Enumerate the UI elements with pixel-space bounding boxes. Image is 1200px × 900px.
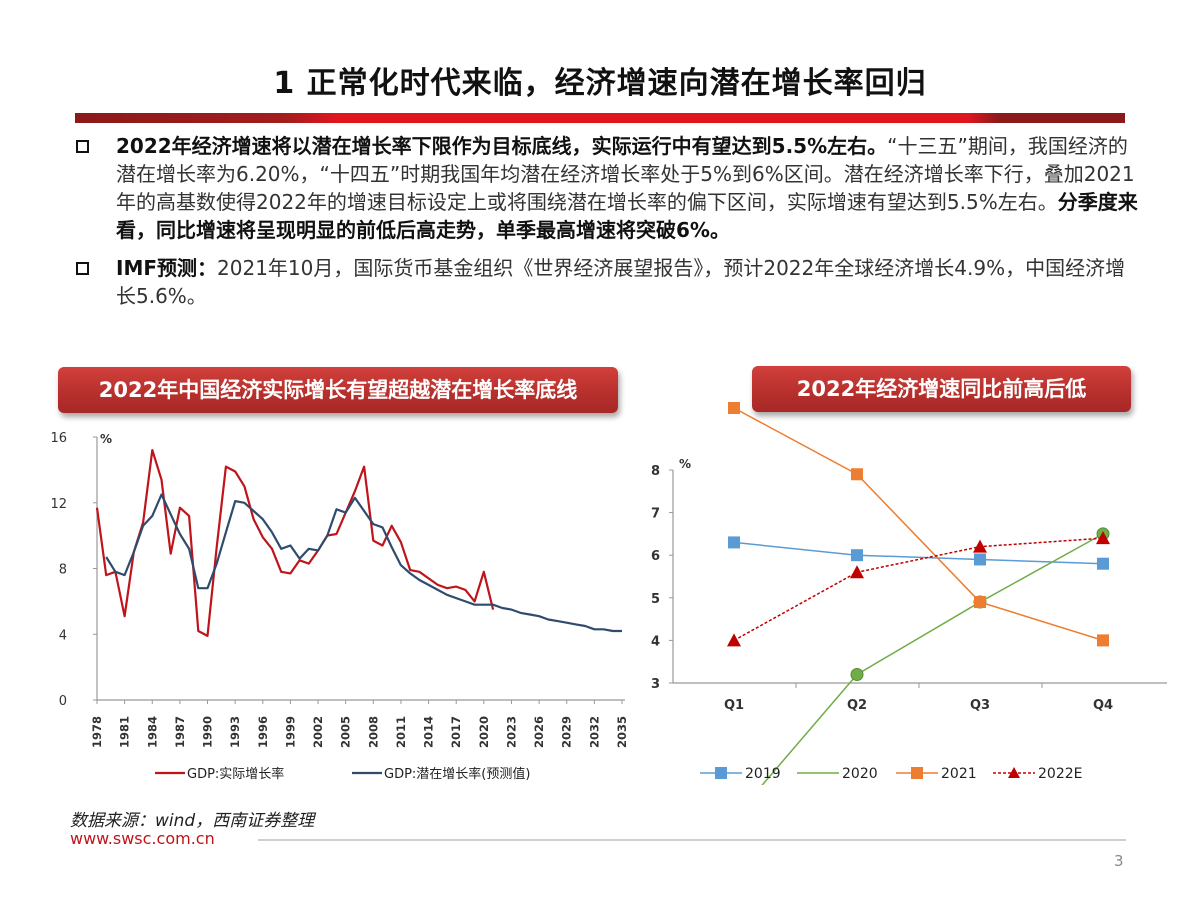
y-tick-label: 7: [651, 507, 660, 522]
y-tick-label: 3: [651, 677, 660, 692]
bullet-body: 2021年10月，国际货币基金组织《世界经济展望报告》，预计2022年全球经济增…: [116, 256, 1126, 308]
y-tick-label: 16: [50, 431, 67, 446]
square-marker-icon: [911, 767, 923, 779]
x-tick-label: 1987: [173, 716, 187, 748]
title-underline-bar: [75, 113, 1125, 123]
square-marker-icon: [851, 549, 863, 562]
bullet-bold-tail: 分季度来看，同比增速将呈现明显的前低后高走势，单季最高增速将突破6%。: [116, 190, 1138, 242]
circle-marker-icon: [850, 667, 864, 681]
square-marker-icon: [851, 468, 863, 481]
x-tick-label: 2017: [449, 716, 463, 748]
x-tick-label: 2014: [422, 716, 436, 748]
x-tick-label: 2032: [587, 716, 601, 748]
square-bullet-icon: [76, 140, 89, 153]
triangle-marker-icon: [850, 565, 864, 579]
y-tick-label: 5: [651, 592, 660, 607]
series-line: [733, 537, 1104, 642]
x-tick-label: 1984: [145, 716, 159, 748]
y-unit-label: %: [679, 457, 691, 471]
square-marker-icon: [728, 402, 740, 414]
x-tick-label: Q4: [1093, 698, 1113, 713]
bullet-body: “十三五”期间，我国经济的潜在增长率为6.20%，“十四五”时期我国年均潜在经济…: [116, 134, 1135, 214]
x-tick-label: 1996: [256, 716, 270, 748]
right-chart-banner: 2022年经济增速同比前高后低: [752, 366, 1131, 412]
square-bullet-icon: [76, 262, 89, 275]
page-number: 3: [1114, 852, 1124, 870]
website-link[interactable]: www.swsc.com.cn: [70, 829, 215, 848]
data-source-note: 数据来源：wind，西南证券整理: [70, 811, 315, 831]
bullet-bold-lead: IMF预测：: [116, 256, 218, 280]
x-tick-label: Q2: [847, 698, 867, 713]
triangle-marker-icon: [1008, 767, 1020, 778]
left-line-chart: 0 4 8 12 16 % 1978 1981 1984 1987 1990 1993 1996 1999…: [50, 431, 629, 782]
x-tick-label: 2002: [311, 716, 325, 748]
left-chart-banner: 2022年中国经济实际增长有望超越潜在增长率底线: [58, 367, 618, 413]
square-marker-icon: [1097, 634, 1109, 647]
x-tick-label: 1999: [283, 716, 297, 748]
x-tick-label: 1993: [228, 716, 242, 748]
bullet-item-imf-forecast: IMF预测：2021年10月，国际货币基金组织《世界经济展望报告》，预计2022…: [70, 254, 1140, 310]
y-tick-label: 4: [651, 634, 660, 649]
x-tick-label: 2008: [366, 716, 380, 748]
legend-label: 2019: [745, 766, 781, 782]
legend-label: 2021: [941, 766, 977, 782]
y-tick-label: 0: [59, 694, 67, 709]
square-marker-icon: [728, 536, 740, 549]
triangle-marker-icon: [1096, 531, 1110, 545]
x-tick-label: 1978: [90, 716, 104, 748]
y-tick-label: 6: [651, 549, 660, 564]
series-line: [95, 449, 495, 638]
legend-label: 2020: [842, 766, 878, 782]
square-marker-icon: [974, 553, 986, 566]
series-line: [733, 407, 1104, 642]
x-tick-label: 2029: [560, 716, 574, 748]
bullet-item-growth-target: 2022年经济增速将以潜在增长率下限作为目标底线，实际运行中有望达到5.5%左右…: [70, 132, 1140, 244]
legend-label: 2022E: [1038, 766, 1082, 782]
triangle-marker-icon: [973, 539, 987, 553]
x-tick-label: Q1: [724, 698, 744, 713]
x-tick-label: 1981: [118, 716, 132, 748]
bullet-bold-lead: 2022年经济增速将以潜在增长率下限作为目标底线，实际运行中有望达到5.5%左右…: [116, 134, 888, 158]
y-tick-label: 12: [50, 497, 67, 512]
square-marker-icon: [1097, 557, 1109, 570]
square-marker-icon: [715, 767, 727, 779]
x-tick-label: Q3: [970, 698, 990, 713]
series-line: [761, 533, 1104, 785]
x-tick-label: 2020: [477, 716, 491, 748]
square-marker-icon: [974, 596, 986, 609]
right-line-chart: 3 4 5 6 7 8 % Q1 Q2 Q3 Q4 2019 2020 2021 2022E: [651, 402, 1167, 785]
y-unit-label: %: [100, 432, 112, 446]
x-tick-label: 2026: [532, 716, 546, 748]
x-tick-label: 2035: [615, 716, 629, 748]
series-line: [105, 493, 622, 633]
legend-label: GDP:实际增长率: [187, 766, 284, 782]
x-tick-label: 2011: [394, 716, 408, 748]
y-tick-label: 8: [59, 563, 67, 578]
legend-label: GDP:潜在增长率(预测值): [384, 766, 530, 782]
series-line: [733, 541, 1104, 565]
triangle-marker-icon: [727, 633, 741, 647]
bullet-list: 2022年经济增速将以潜在增长率下限作为目标底线，实际运行中有望达到5.5%左右…: [70, 132, 1140, 320]
page-title: 1 正常化时代来临，经济增速向潜在增长率回归: [273, 66, 927, 101]
x-tick-label: 2023: [504, 716, 518, 748]
x-tick-label: 2005: [339, 716, 353, 748]
footer-divider: [258, 839, 1126, 841]
y-tick-label: 4: [59, 628, 67, 643]
x-tick-label: 1990: [201, 716, 215, 748]
y-tick-label: 8: [651, 464, 660, 479]
